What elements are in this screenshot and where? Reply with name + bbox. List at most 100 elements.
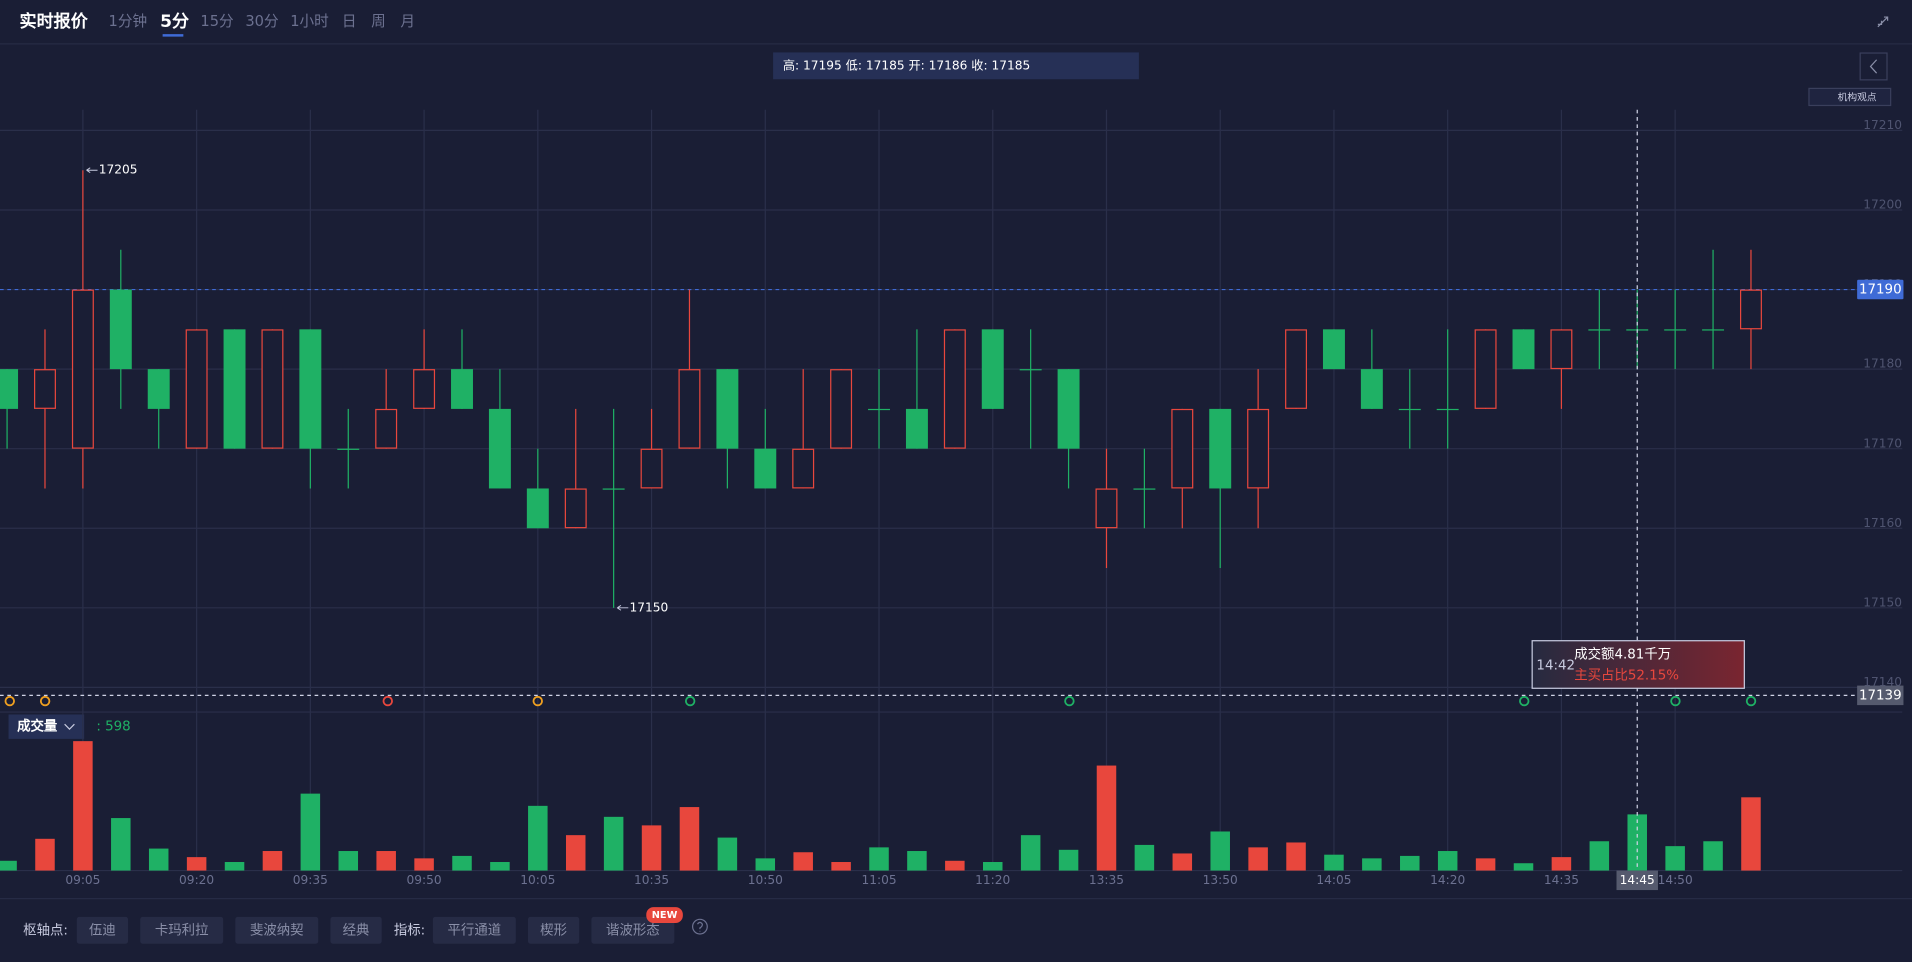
- side-toggle[interactable]: [1859, 52, 1888, 81]
- x-tick-label: 10:50: [748, 873, 783, 887]
- toolbar-button-label: 伍迪: [89, 922, 116, 938]
- volume-bar: [1096, 765, 1117, 871]
- candle-body: [299, 329, 322, 449]
- collapse-icon[interactable]: [1877, 16, 1889, 28]
- event-marker[interactable]: [1519, 695, 1530, 707]
- tooltip: [1531, 640, 1745, 689]
- candle-body: [1209, 408, 1232, 489]
- candle-body: [830, 369, 853, 449]
- volume-bar: [528, 805, 548, 871]
- x-tick-label: 09:05: [65, 873, 100, 887]
- volume-bar: [73, 741, 93, 871]
- event-marker[interactable]: [39, 695, 51, 707]
- toolbar-button[interactable]: [432, 916, 516, 944]
- toolbar-label: 枢轴点:: [23, 922, 68, 938]
- timeframe-tab[interactable]: 15分: [200, 13, 234, 30]
- volume-bar: [982, 862, 1003, 871]
- toolbar-button[interactable]: [527, 916, 580, 944]
- toolbar-button[interactable]: [140, 916, 224, 944]
- timeframe-tab[interactable]: 日: [342, 13, 357, 30]
- help-mark: [696, 921, 703, 932]
- toolbar-button-label: 经典: [343, 922, 370, 938]
- volume-bar: [945, 860, 965, 871]
- volume-bar: [1551, 857, 1572, 871]
- volume-bar: [111, 818, 131, 871]
- volume-bar: [1475, 858, 1496, 871]
- volume-bar: [1437, 851, 1458, 871]
- quote-text: 高: 17195 低: 17185 开: 17186 收: 17185: [783, 57, 1030, 72]
- volume-bar: [1589, 841, 1610, 871]
- candle-body: [1133, 488, 1156, 490]
- volume-bar: [1665, 846, 1685, 871]
- candle-body: [1474, 329, 1497, 409]
- timeframe-tab[interactable]: 周: [371, 13, 386, 30]
- timeframe-tab[interactable]: 1分钟: [109, 13, 148, 30]
- candle-body: [1322, 329, 1345, 370]
- candle-body: [261, 329, 284, 449]
- volume-bar: [603, 816, 624, 871]
- volume-bar: [1362, 858, 1382, 871]
- volume-bar: [300, 793, 321, 871]
- volume-bar: [262, 851, 283, 871]
- volume-bar: [186, 857, 207, 871]
- candle-body: [1739, 289, 1762, 330]
- toolbar-button-label: 卡玛利拉: [155, 922, 209, 938]
- volume-bar: [1400, 855, 1420, 871]
- candle-body: [223, 329, 246, 449]
- candle-body: [375, 408, 398, 449]
- volume-bar: [1703, 841, 1723, 871]
- toolbar-button[interactable]: [76, 916, 129, 944]
- candle-body: [564, 488, 587, 529]
- toolbar-button[interactable]: [330, 916, 382, 944]
- timeframe-tab[interactable]: 月: [400, 13, 415, 30]
- event-marker[interactable]: [684, 695, 696, 707]
- event-marker[interactable]: [1670, 695, 1681, 707]
- x-tick-label: 13:50: [1203, 873, 1238, 887]
- volume-bar: [1134, 844, 1155, 871]
- x-tick-label: 10:35: [634, 873, 669, 887]
- volume-bar: [641, 825, 662, 871]
- candle-body: [1247, 408, 1270, 489]
- volume-bar: [907, 851, 927, 871]
- candle-body: [71, 289, 94, 449]
- volume-label: 成交量: [17, 718, 58, 735]
- volume-bar: [679, 807, 700, 871]
- candle-body: [1057, 369, 1080, 449]
- toolbar-button-label: 斐波纳契: [250, 922, 304, 938]
- header-title: 实时报价: [20, 11, 89, 32]
- event-marker[interactable]: [1745, 695, 1757, 707]
- candle-body: [602, 488, 625, 490]
- x-tick-label: 13:35: [1089, 873, 1124, 887]
- candle-body: [678, 369, 701, 449]
- candle-body: [1702, 329, 1725, 331]
- event-marker[interactable]: [4, 695, 15, 707]
- timeframe-tab[interactable]: 5分: [160, 12, 189, 32]
- volume-bar: [1058, 849, 1079, 871]
- candle-body: [1398, 408, 1421, 411]
- event-marker[interactable]: [532, 695, 543, 707]
- crosshair-time-label: 14:45: [1620, 873, 1655, 887]
- toolbar-button[interactable]: [591, 916, 675, 944]
- volume-bar: [224, 862, 245, 871]
- volume-current: : 598: [96, 720, 130, 735]
- candle-body: [185, 329, 208, 449]
- view-button[interactable]: [1808, 87, 1892, 107]
- volume-bar: [1513, 863, 1534, 871]
- toolbar-button[interactable]: [235, 916, 319, 944]
- event-marker[interactable]: [1064, 695, 1075, 707]
- volume-bar: [414, 858, 434, 871]
- event-marker[interactable]: [382, 695, 393, 707]
- candle-body: [754, 448, 777, 489]
- x-tick-label: 09:35: [293, 873, 328, 887]
- volume-bar: [1248, 847, 1268, 871]
- candle-body: [1285, 329, 1308, 409]
- timeframe-tab[interactable]: 1小时: [290, 13, 329, 30]
- tooltip-time: 14:42: [1536, 659, 1575, 674]
- candle-body: [1095, 488, 1118, 529]
- help-icon[interactable]: [692, 918, 708, 935]
- candle-body: [413, 369, 436, 409]
- timeframe-tab[interactable]: 30分: [245, 13, 279, 30]
- x-tick-label: 14:05: [1316, 873, 1351, 887]
